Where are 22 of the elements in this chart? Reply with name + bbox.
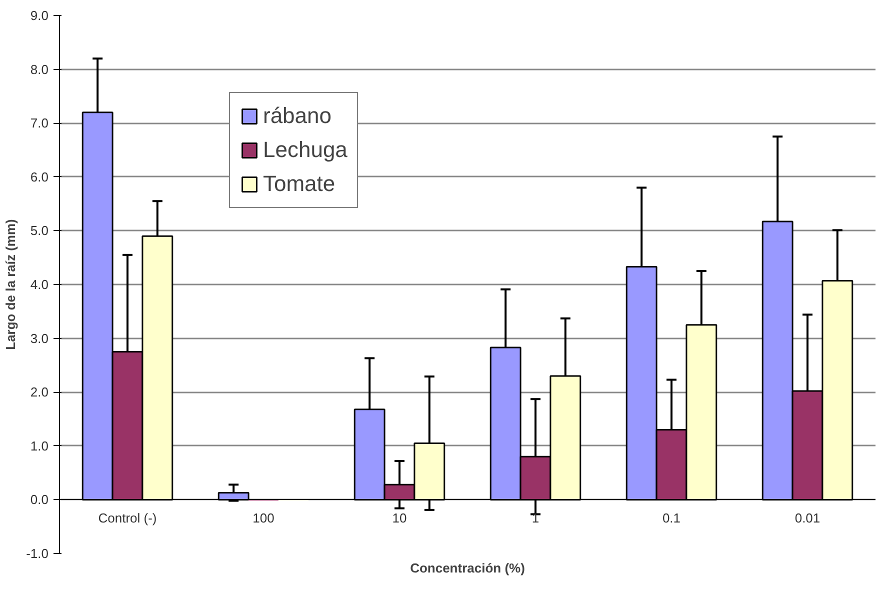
y-tick-label: 4.0 bbox=[30, 277, 49, 292]
y-tick-label: 2.0 bbox=[30, 384, 49, 400]
x-axis-title: Concentración (%) bbox=[410, 560, 525, 576]
x-tick-label: 0.01 bbox=[794, 510, 820, 526]
x-tick-label: 1 bbox=[532, 510, 540, 526]
x-tick-label: Control (-) bbox=[98, 510, 157, 526]
legend-label: Tomate bbox=[263, 171, 336, 197]
y-tick-label: 1.0 bbox=[30, 438, 49, 454]
y-tick-label: 9.0 bbox=[30, 8, 49, 23]
y-axis-title: Largo de la raíz (mm) bbox=[3, 219, 18, 350]
y-tick-label: 3.0 bbox=[30, 330, 49, 346]
x-tick-label: 100 bbox=[252, 510, 274, 526]
y-tick-label: 8.0 bbox=[30, 62, 49, 77]
x-tick-label: 10 bbox=[392, 510, 407, 526]
legend-label: Lechuga bbox=[263, 137, 348, 163]
y-tick-label: 5.0 bbox=[30, 223, 49, 238]
y-tick-label: 0.0 bbox=[30, 492, 49, 508]
y-tick-label: 7.0 bbox=[30, 116, 49, 131]
y-tick-label: -1.0 bbox=[26, 546, 49, 561]
y-tick-label: 6.0 bbox=[30, 169, 49, 184]
legend-label: rábano bbox=[263, 103, 332, 129]
x-tick-label: 0.1 bbox=[662, 510, 681, 526]
